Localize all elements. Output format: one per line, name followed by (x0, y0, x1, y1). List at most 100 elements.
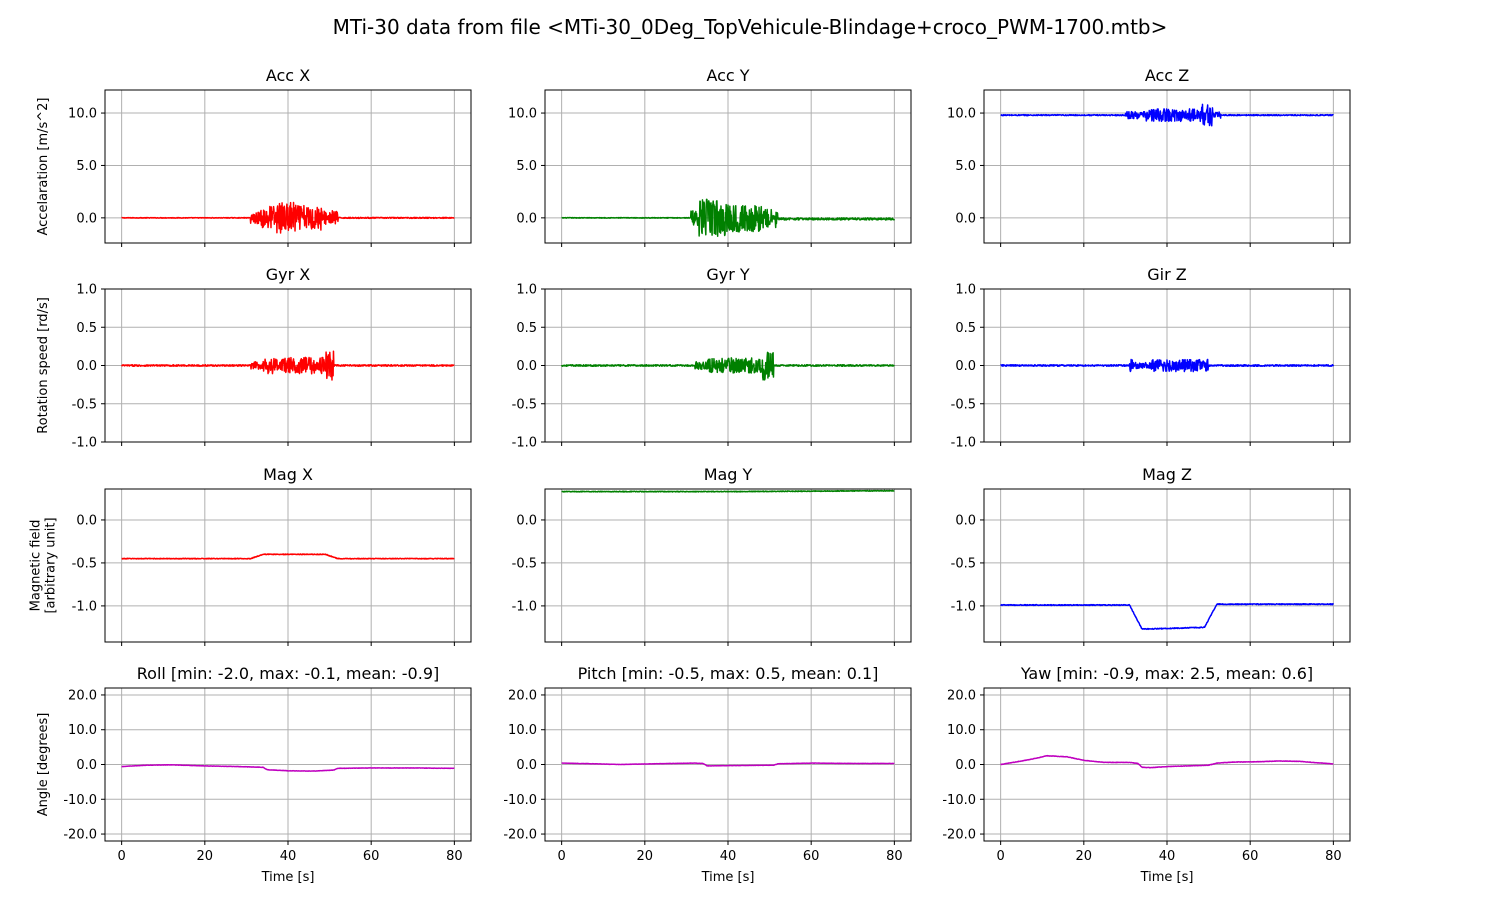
y-tick-label: 0.0 (516, 513, 537, 528)
y-tick-label: -1.0 (72, 599, 97, 614)
y-axis-label: Magnetic field[arbitrary unit] (29, 517, 59, 613)
x-tick-label: 80 (446, 849, 463, 864)
y-tick-label: 1.0 (516, 283, 537, 298)
y-tick-label: -0.5 (72, 397, 97, 412)
y-tick-label: 0.0 (76, 758, 97, 773)
x-tick-label: 80 (1325, 849, 1342, 864)
y-tick-label: -10.0 (942, 793, 976, 808)
y-tick-label: -0.5 (72, 556, 97, 571)
subplot-2: 0.0 5.0 10.0 Acc Z (947, 66, 1351, 247)
y-tick-label: -0.5 (512, 556, 537, 571)
subplot-0: 0.0 5.0 10.0 Acc X Accelaration [m/s^2] (36, 66, 472, 247)
subplot-7: -1.0 -0.5 0.0 Mag Y (512, 465, 912, 646)
series-line (121, 553, 455, 560)
y-tick-label: -1.0 (72, 436, 97, 451)
x-tick-label: 60 (803, 849, 820, 864)
x-tick-label: 20 (637, 849, 654, 864)
y-tick-label: 0.0 (76, 211, 97, 226)
y-tick-label: -20.0 (503, 828, 537, 843)
y-tick-label: 10.0 (68, 107, 97, 122)
subplot-10: 0 20 40 60 80 -20.0 -10.0 0.0 10.0 20.0 Pitch [min… (503, 664, 912, 885)
subplot-1: 0.0 5.0 10.0 Acc Y (508, 66, 912, 247)
subplot-title: Mag Y (704, 465, 753, 484)
subplot-title: Roll [min: -2.0, max: -0.1, mean: -0.9] (137, 664, 439, 683)
y-tick-label: 5.0 (76, 159, 97, 174)
y-tick-label: -1.0 (951, 599, 976, 614)
y-tick-label: 10.0 (508, 107, 537, 122)
y-tick-label: 1.0 (955, 283, 976, 298)
series-line (561, 198, 896, 237)
y-axis-label: Accelaration [m/s^2] (36, 97, 51, 235)
y-tick-label: 0.0 (516, 211, 537, 226)
y-tick-label: -20.0 (942, 828, 976, 843)
series-line (1000, 754, 1334, 769)
subplot-title: Yaw [min: -0.9, max: 2.5, mean: 0.6] (1020, 664, 1313, 683)
series-line (1000, 603, 1334, 631)
y-tick-label: 0.0 (955, 758, 976, 773)
subplot-8: -1.0 -0.5 0.0 Mag Z (951, 465, 1351, 646)
y-tick-label: 0.5 (955, 321, 976, 336)
x-tick-label: 0 (996, 849, 1004, 864)
y-tick-label: 0.0 (516, 359, 537, 374)
subplot-title: Mag X (263, 465, 313, 484)
y-tick-label: 10.0 (947, 723, 976, 738)
subplot-6: -1.0 -0.5 0.0 Mag X Magnetic field[arbitrary… (29, 465, 472, 646)
y-tick-label: -0.5 (951, 556, 976, 571)
y-tick-label: 5.0 (955, 159, 976, 174)
x-tick-label: 40 (280, 849, 297, 864)
series-line (561, 489, 895, 493)
y-axis-label: Rotation speed [rd/s] (36, 297, 51, 434)
series-line (121, 350, 455, 381)
y-tick-label: 10.0 (947, 107, 976, 122)
subplot-title: Pitch [min: -0.5, max: 0.5, mean: 0.1] (578, 664, 879, 683)
y-tick-label: 0.0 (955, 211, 976, 226)
y-tick-label: -20.0 (63, 828, 97, 843)
y-tick-label: 0.5 (76, 321, 97, 336)
subplot-11: 0 20 40 60 80 -20.0 -10.0 0.0 10.0 20.0 Yaw [min: … (942, 664, 1351, 885)
y-tick-label: -1.0 (512, 599, 537, 614)
y-tick-label: 5.0 (516, 159, 537, 174)
y-tick-label: 1.0 (76, 283, 97, 298)
subplot-9: 0 20 40 60 80 -20.0 -10.0 0.0 10.0 20.0 Roll [min:… (36, 664, 472, 885)
x-tick-label: 60 (1242, 849, 1259, 864)
y-tick-label: -1.0 (951, 436, 976, 451)
y-tick-label: 0.0 (955, 513, 976, 528)
x-tick-label: 20 (197, 849, 214, 864)
y-tick-label: -10.0 (63, 793, 97, 808)
subplot-title: Gir Z (1147, 265, 1187, 284)
subplot-title: Acc Z (1145, 66, 1189, 85)
x-axis-label: Time [s] (261, 870, 315, 885)
subplot-4: -1.0 -0.5 0.0 0.5 1.0 Gyr Y (512, 265, 912, 451)
series-line (560, 351, 895, 381)
y-axis-label: Angle [degrees] (36, 713, 51, 817)
series-line (121, 201, 455, 234)
x-tick-label: 40 (720, 849, 737, 864)
subplot-grid: 0.0 5.0 10.0 Acc X Accelaration [m/s^2] 0.0 5.… (29, 66, 1351, 885)
subplot-title: Mag Z (1142, 465, 1192, 484)
figure-suptitle: MTi-30 data from file <MTi-30_0Deg_TopVe… (333, 15, 1168, 39)
series-line (1000, 358, 1335, 373)
y-tick-label: -0.5 (951, 397, 976, 412)
subplot-5: -1.0 -0.5 0.0 0.5 1.0 Gir Z (951, 265, 1351, 451)
y-tick-label: -10.0 (503, 793, 537, 808)
subplot-title: Acc Y (706, 66, 749, 85)
y-tick-label: 0.5 (516, 321, 537, 336)
y-tick-label: 0.0 (955, 359, 976, 374)
subplot-title: Gyr X (266, 265, 311, 284)
subplot-3: -1.0 -0.5 0.0 0.5 1.0 Gyr X Rotation speed [rd… (36, 265, 472, 451)
subplot-title: Gyr Y (706, 265, 750, 284)
y-tick-label: 0.0 (76, 513, 97, 528)
x-tick-label: 60 (363, 849, 380, 864)
subplot-title: Acc X (266, 66, 310, 85)
series-line (561, 762, 895, 767)
x-tick-label: 0 (117, 849, 125, 864)
y-tick-label: 20.0 (947, 688, 976, 703)
x-axis-label: Time [s] (1140, 870, 1194, 885)
series-line (121, 763, 455, 772)
x-axis-label: Time [s] (701, 870, 755, 885)
y-tick-label: 20.0 (508, 688, 537, 703)
x-tick-label: 0 (557, 849, 565, 864)
y-tick-label: 0.0 (516, 758, 537, 773)
x-tick-label: 40 (1159, 849, 1176, 864)
